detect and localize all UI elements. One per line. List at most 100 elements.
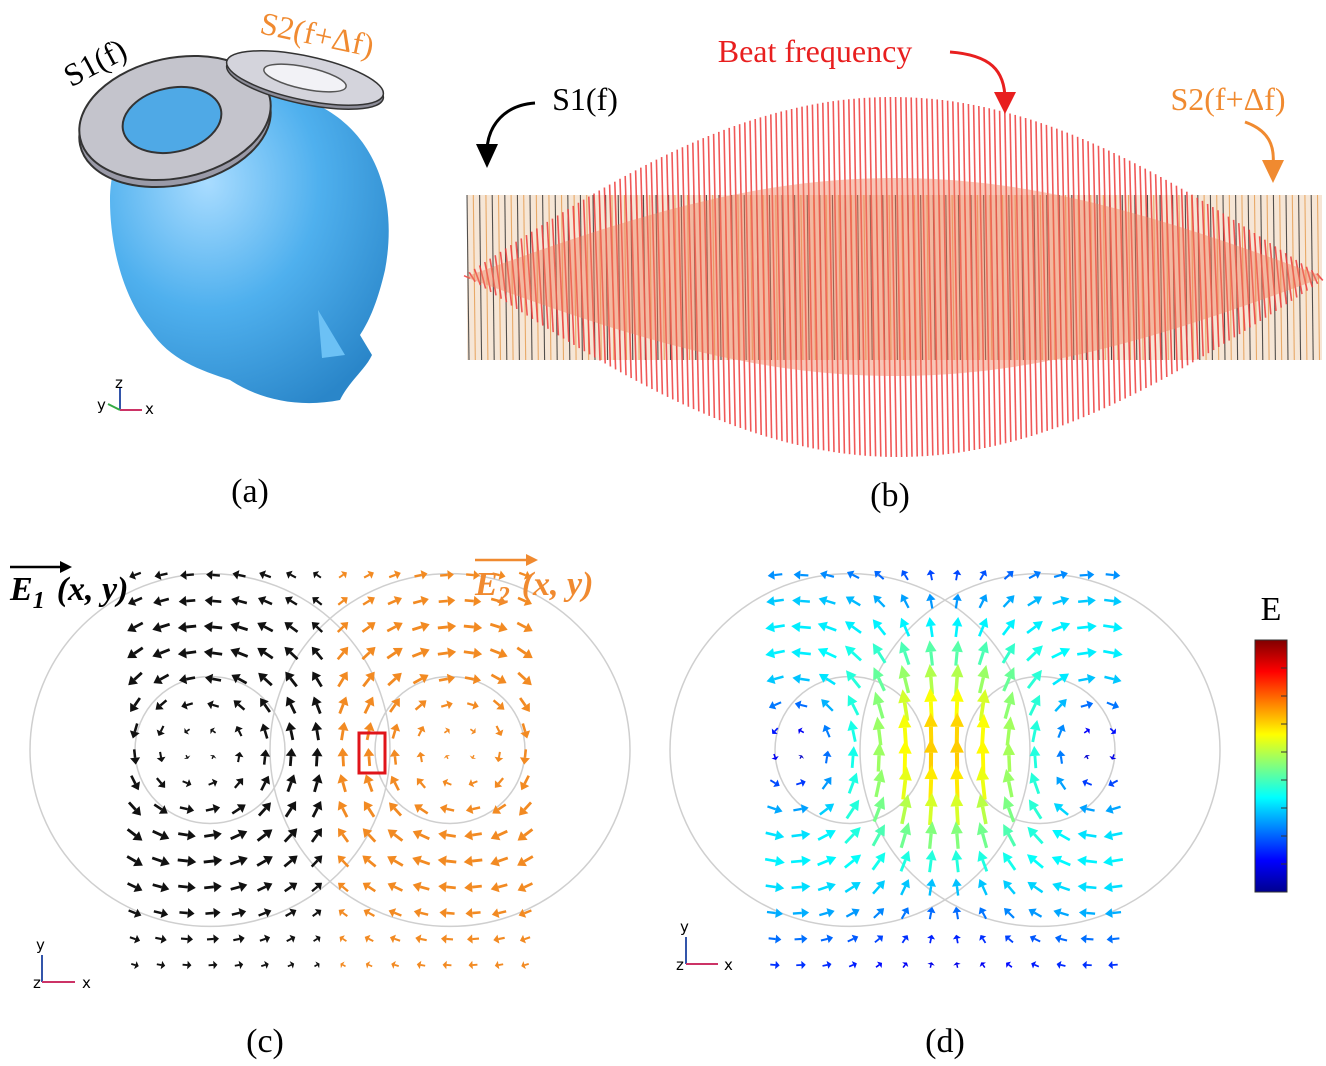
field-arrow-head [978, 641, 989, 653]
field-arrow-shaft [490, 650, 500, 654]
field-arrow-head [464, 882, 472, 893]
field-arrow-shaft [1113, 754, 1114, 757]
field-arrow-shaft [1009, 755, 1010, 772]
field-arrow-shaft [239, 730, 242, 736]
field-arrow-shaft [128, 883, 136, 887]
field-arrow-shaft [1086, 887, 1096, 888]
field-arrow-shaft [135, 698, 140, 706]
field-arrow-head [312, 748, 323, 757]
field-arrow-shaft [1077, 627, 1088, 628]
field-arrow-head [792, 596, 800, 606]
field-arrow-shaft [186, 574, 194, 575]
field-arrow-head [286, 722, 297, 731]
field-arrow-head [951, 664, 963, 677]
field-arrow-head [926, 850, 937, 861]
field-arrow-shaft [286, 913, 292, 916]
axis-label: x [82, 974, 91, 992]
field-arrow-head [766, 674, 775, 684]
field-arrow-shaft [419, 730, 422, 736]
field-arrow-shaft [317, 601, 322, 605]
field-arrow-shaft [213, 731, 216, 733]
field-arrow-shaft [261, 782, 265, 790]
field-arrow-shaft [161, 726, 164, 732]
field-arrow-shaft [157, 778, 162, 783]
field-arrow-shaft [1027, 626, 1036, 633]
field-arrow-shaft [826, 756, 827, 763]
field-arrow-head [438, 855, 447, 866]
field-arrow-shaft [905, 677, 909, 692]
pointer-arrow [476, 144, 498, 168]
field-arrow-head [179, 596, 187, 606]
field-arrow-shaft [956, 626, 957, 637]
field-arrow-shaft [930, 939, 931, 944]
field-arrow-head [775, 830, 785, 840]
field-arrow-shaft [387, 627, 396, 631]
field-arrow-shaft [494, 700, 500, 705]
field-arrow-head [447, 622, 456, 633]
field-arrow-shaft [446, 835, 456, 836]
field-arrow-shaft [473, 755, 474, 757]
field-arrow-shaft [930, 860, 932, 872]
field-arrow-shaft [878, 652, 885, 663]
field-arrow-head [765, 622, 775, 632]
field-arrow-shaft [438, 653, 448, 654]
field-arrow-head [848, 720, 859, 731]
field-arrow-shaft [957, 886, 958, 895]
field-arrow-shaft [846, 913, 853, 917]
field-arrow-shaft [312, 887, 318, 892]
field-arrow-head [950, 713, 964, 727]
field-arrow-head [775, 908, 783, 918]
field-arrow-head [873, 742, 885, 755]
field-arrow-shaft [1060, 835, 1070, 840]
field-arrow-shaft [258, 887, 266, 891]
field-arrow-shaft [212, 575, 220, 576]
field-arrow-shaft [316, 756, 317, 766]
field-arrow-shaft [394, 913, 401, 916]
field-arrow-shaft [204, 887, 214, 888]
field-arrow-head [952, 878, 962, 886]
field-arrow-head [1113, 570, 1120, 579]
field-arrow-shaft [524, 829, 532, 835]
field-arrow-shaft [902, 939, 905, 943]
field-arrow-head [441, 934, 447, 943]
field-arrow-shaft [878, 600, 884, 606]
field-arrow-shaft [421, 756, 422, 762]
field-arrow-head [130, 757, 140, 764]
field-arrow-shaft [314, 939, 318, 941]
field-arrow-shaft [524, 937, 530, 939]
field-arrow-shaft [524, 856, 533, 861]
field-arrow-shaft [774, 600, 784, 601]
field-arrow-shaft [338, 678, 343, 686]
field-arrow-shaft [415, 575, 422, 577]
field-arrow-shaft [1084, 731, 1087, 733]
field-arrow-shaft [499, 964, 504, 965]
field-arrow-shaft [342, 834, 348, 842]
field-arrow-shaft [1052, 653, 1062, 658]
field-arrow-head [977, 822, 988, 835]
field-arrow-shaft [852, 704, 858, 715]
field-arrow-head [447, 596, 455, 606]
field-arrow-shaft [983, 780, 985, 800]
field-arrow-head [1087, 674, 1096, 684]
field-arrow-head [445, 728, 450, 735]
field-arrow-shaft [314, 965, 317, 967]
field-arrow-shaft [902, 807, 906, 824]
field-arrow-shaft [152, 858, 162, 861]
field-arrow-shaft [1033, 730, 1035, 742]
field-arrow-head [775, 961, 780, 969]
field-arrow-shaft [421, 965, 426, 966]
field-arrow-shaft [421, 783, 426, 788]
field-arrow-head [873, 717, 885, 730]
field-arrow-head [950, 738, 964, 752]
field-arrow-shaft [129, 802, 136, 809]
field-arrow-shaft [127, 856, 136, 861]
field-arrow-shaft [261, 965, 265, 966]
field-arrow-head [791, 648, 800, 658]
field-arrow-shaft [364, 575, 369, 578]
beat-label: Beat frequency [718, 33, 913, 69]
pointer-arrow [487, 103, 535, 150]
field-arrow-shaft [1087, 783, 1092, 785]
field-arrow-shaft [368, 913, 374, 916]
field-arrow-shaft [766, 833, 776, 835]
field-arrow-head [438, 882, 446, 893]
